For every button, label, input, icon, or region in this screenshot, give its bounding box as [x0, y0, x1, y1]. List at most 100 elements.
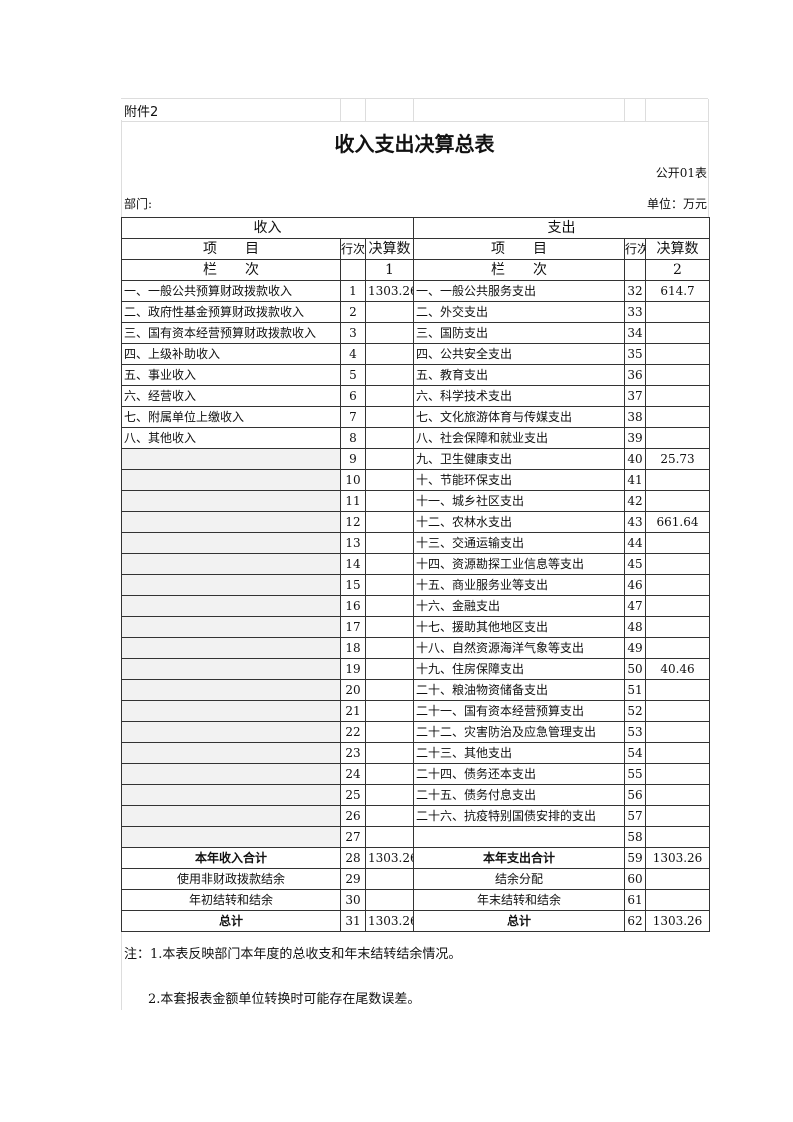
income-row-no: 29 [340, 868, 366, 890]
expense-row-no: 44 [624, 532, 646, 554]
income-amount [365, 385, 414, 407]
income-amount: 1303.26 [365, 847, 414, 869]
expense-row-no: 50 [624, 658, 646, 680]
expense-amount [645, 385, 710, 407]
expense-row-no: 47 [624, 595, 646, 617]
expense-row-no: 40 [624, 448, 646, 470]
income-row-no: 6 [340, 385, 366, 407]
expense-item: 十、节能环保支出 [413, 469, 625, 491]
expense-amount: 614.7 [645, 280, 710, 302]
expense-column-index: 2 [645, 259, 710, 281]
income-row-no: 25 [340, 784, 366, 806]
table-row: 年初结转和结余 30 年末结转和结余 61 [121, 889, 710, 911]
income-row-no: 13 [340, 532, 366, 554]
expense-row-no: 42 [624, 490, 646, 512]
income-row-no: 18 [340, 637, 366, 659]
income-amount [365, 595, 414, 617]
table-row: 16 十六、金融支出 47 [121, 595, 710, 617]
expense-rowno-header: 行次 [624, 238, 646, 260]
income-row-no: 8 [340, 427, 366, 449]
expense-item: 二十四、债务还本支出 [413, 763, 625, 785]
expense-item: 六、科学技术支出 [413, 385, 625, 407]
table-row: 15 十五、商业服务业等支出 46 [121, 574, 710, 596]
income-item: 七、附属单位上缴收入 [121, 406, 341, 428]
expense-amount [645, 532, 710, 554]
table-row: 26 二十六、抗疫特别国债安排的支出 57 [121, 805, 710, 827]
income-item [121, 679, 341, 701]
expense-item: 十八、自然资源海洋气象等支出 [413, 637, 625, 659]
expense-amount [645, 742, 710, 764]
expense-item: 十四、资源勘探工业信息等支出 [413, 553, 625, 575]
table-row: 11 十一、城乡社区支出 42 [121, 490, 710, 512]
expense-row-no: 38 [624, 406, 646, 428]
income-amount [365, 826, 414, 848]
expense-amount [645, 364, 710, 386]
expense-item: 总计 [413, 910, 625, 932]
expense-item-header: 项 目 [413, 238, 625, 260]
income-amount [365, 679, 414, 701]
expense-amount: 25.73 [645, 448, 710, 470]
income-column-index: 1 [365, 259, 414, 281]
table-row: 五、事业收入 5 五、教育支出 36 [121, 364, 710, 386]
expense-row-no: 57 [624, 805, 646, 827]
income-header: 收入 [121, 217, 414, 239]
income-item: 本年收入合计 [121, 847, 341, 869]
expense-amount [645, 679, 710, 701]
expense-item: 十二、农林水支出 [413, 511, 625, 533]
expense-amount [645, 322, 710, 344]
expense-amount [645, 763, 710, 785]
expense-item: 二十一、国有资本经营预算支出 [413, 700, 625, 722]
income-row-no: 20 [340, 679, 366, 701]
expense-item: 年末结转和结余 [413, 889, 625, 911]
expense-row-no: 49 [624, 637, 646, 659]
table-row: 使用非财政拨款结余 29 结余分配 60 [121, 868, 710, 890]
header-row-column-index: 栏 次 1 栏 次 2 [121, 259, 710, 281]
income-amount [365, 637, 414, 659]
income-item [121, 511, 341, 533]
table-row: 12 十二、农林水支出 43 661.64 [121, 511, 710, 533]
income-row-no: 23 [340, 742, 366, 764]
expense-row-no: 36 [624, 364, 646, 386]
expense-row-no: 43 [624, 511, 646, 533]
expense-amount [645, 700, 710, 722]
expense-item: 九、卫生健康支出 [413, 448, 625, 470]
expense-amount [645, 574, 710, 596]
table-row: 六、经营收入 6 六、科学技术支出 37 [121, 385, 710, 407]
expense-amount [645, 637, 710, 659]
header-grid [121, 98, 709, 122]
income-item [121, 700, 341, 722]
expense-item: 七、文化旅游体育与传媒支出 [413, 406, 625, 428]
expense-amount [645, 616, 710, 638]
income-item: 二、政府性基金预算财政拨款收入 [121, 301, 341, 323]
income-amount [365, 406, 414, 428]
page-title: 收入支出决算总表 [334, 132, 495, 156]
income-row-no: 2 [340, 301, 366, 323]
income-row-no: 11 [340, 490, 366, 512]
expense-row-no: 61 [624, 889, 646, 911]
income-item: 使用非财政拨款结余 [121, 868, 341, 890]
expense-row-no: 58 [624, 826, 646, 848]
expense-row-no: 46 [624, 574, 646, 596]
income-row-no: 3 [340, 322, 366, 344]
expense-item: 三、国防支出 [413, 322, 625, 344]
table-row: 七、附属单位上缴收入 7 七、文化旅游体育与传媒支出 38 [121, 406, 710, 428]
expense-amount [645, 784, 710, 806]
header-row-columns: 项 目 行次 决算数 项 目 行次 决算数 [121, 238, 710, 260]
summary-table: 收入 支出 项 目 行次 决算数 项 目 行次 决算数 栏 次 1 栏 次 2 … [121, 217, 710, 932]
income-row-no: 9 [340, 448, 366, 470]
expense-row-no: 32 [624, 280, 646, 302]
table-row: 19 十九、住房保障支出 50 40.46 [121, 658, 710, 680]
income-row-no: 17 [340, 616, 366, 638]
income-amount [365, 616, 414, 638]
income-amount [365, 469, 414, 491]
expense-row-no: 53 [624, 721, 646, 743]
income-item: 年初结转和结余 [121, 889, 341, 911]
income-amount-header: 决算数 [365, 238, 414, 260]
table-row: 一、一般公共预算财政拨款收入 1 1303.26 一、一般公共服务支出 32 614.7 [121, 280, 710, 302]
expense-row-no: 33 [624, 301, 646, 323]
expense-row-no: 52 [624, 700, 646, 722]
table-row: 21 二十一、国有资本经营预算支出 52 [121, 700, 710, 722]
expense-item: 本年支出合计 [413, 847, 625, 869]
table-row: 27 58 [121, 826, 710, 848]
expense-amount [645, 490, 710, 512]
